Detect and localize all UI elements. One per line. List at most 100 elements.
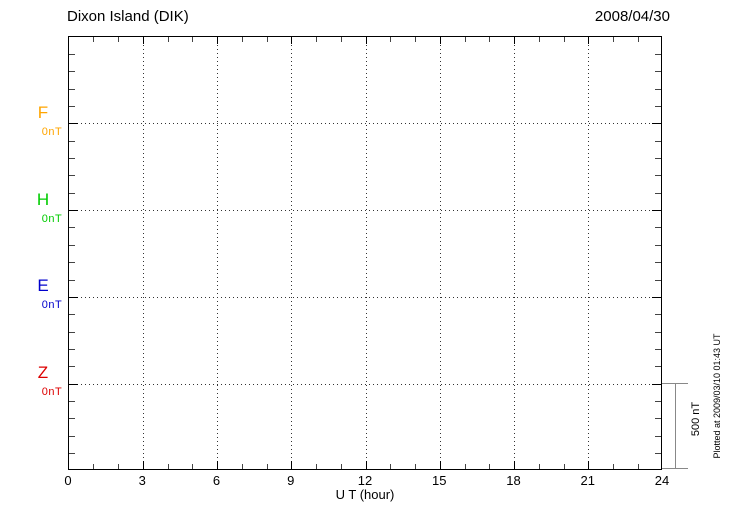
observation-date: 2008/04/30 — [594, 8, 670, 25]
left-axis-tick-1300nT — [69, 262, 75, 264]
scale-bar-line — [675, 383, 676, 469]
top-axis-tick-6h — [217, 37, 218, 44]
bottom-axis-tick-18h — [514, 461, 515, 469]
right-axis-tick-1300nT — [655, 262, 661, 264]
right-axis-tick-1000nT — [652, 210, 661, 212]
left-axis-tick-400nT — [69, 105, 75, 107]
baseline-gridline-E — [69, 296, 661, 298]
left-axis-tick-2200nT — [69, 418, 75, 420]
top-axis-tick-4h — [167, 37, 169, 42]
gridline-vertical-6h — [217, 37, 218, 469]
series-label-H: H — [36, 189, 50, 209]
gridline-vertical-12h — [365, 37, 367, 469]
top-axis-tick-5h — [192, 37, 194, 42]
bottom-axis-tick-2h — [118, 464, 119, 469]
left-axis-tick-1000nT — [69, 210, 78, 212]
scale-bar-bottom-cap — [662, 468, 688, 469]
series-baseline-label-F: 0nT — [41, 125, 63, 138]
baseline-gridline-H — [69, 210, 661, 212]
top-axis-tick-21h — [588, 37, 590, 44]
bottom-axis-tick-15h — [439, 461, 441, 469]
bottom-axis-tick-19h — [538, 464, 540, 469]
right-axis-tick-1400nT — [655, 279, 661, 281]
bottom-axis-tick-17h — [489, 464, 491, 469]
x-axis-title: U T (hour) — [335, 487, 395, 502]
x-tick-label-18: 18 — [506, 473, 521, 488]
series-baseline-label-H: 0nT — [41, 212, 63, 225]
bottom-axis-tick-13h — [390, 464, 392, 469]
top-axis-tick-19h — [538, 37, 540, 42]
right-axis-tick-2100nT — [655, 401, 661, 403]
right-axis-tick-300nT — [655, 88, 661, 90]
scale-bar-label: 500 nT — [690, 401, 702, 437]
left-axis-tick-900nT — [69, 192, 75, 194]
left-axis-tick-1100nT — [69, 227, 75, 229]
bottom-axis-tick-10h — [316, 464, 317, 469]
left-axis-tick-200nT — [69, 71, 75, 73]
right-axis-tick-2400nT — [655, 453, 661, 455]
bottom-axis-tick-6h — [217, 461, 218, 469]
x-tick-label-12: 12 — [357, 473, 373, 488]
left-axis-tick-1200nT — [69, 244, 75, 246]
series-label-F: F — [37, 102, 49, 122]
right-axis-tick-400nT — [655, 105, 661, 107]
series-label-Z: Z — [37, 363, 49, 383]
gridline-vertical-21h — [588, 37, 590, 469]
left-axis-tick-500nT — [69, 123, 78, 125]
plot-frame — [68, 36, 662, 470]
top-axis-tick-20h — [563, 37, 565, 42]
right-axis-tick-1800nT — [655, 348, 661, 350]
bottom-axis-tick-16h — [464, 464, 466, 469]
bottom-axis-tick-11h — [340, 464, 342, 469]
gridline-vertical-3h — [142, 37, 144, 469]
top-axis-tick-3h — [142, 37, 144, 44]
top-axis-tick-2h — [118, 37, 119, 42]
left-axis-tick-600nT — [69, 140, 75, 142]
right-axis-tick-200nT — [655, 71, 661, 73]
left-axis-tick-1600nT — [69, 314, 75, 316]
top-axis-tick-10h — [316, 37, 317, 42]
x-tick-label-15: 15 — [432, 473, 447, 488]
left-axis-tick-700nT — [69, 158, 75, 160]
series-label-E: E — [37, 276, 49, 296]
right-axis-tick-2000nT — [652, 383, 661, 385]
right-axis-tick-2300nT — [655, 435, 661, 437]
bottom-axis-tick-22h — [613, 464, 614, 469]
baseline-gridline-Z — [69, 383, 661, 385]
top-axis-tick-11h — [340, 37, 342, 42]
top-axis-tick-22h — [613, 37, 614, 42]
x-tick-label-21: 21 — [580, 473, 595, 488]
bottom-axis-tick-21h — [588, 461, 590, 469]
bottom-axis-tick-9h — [291, 461, 293, 469]
bottom-axis-tick-7h — [241, 464, 243, 469]
top-axis-tick-12h — [365, 37, 367, 44]
gridline-vertical-15h — [439, 37, 441, 469]
left-axis-tick-800nT — [69, 175, 75, 177]
top-axis-tick-8h — [266, 37, 268, 42]
station-title: Dixon Island (DIK) — [67, 8, 189, 25]
left-axis-tick-1500nT — [69, 296, 78, 298]
right-axis-tick-800nT — [655, 175, 661, 177]
scale-bar-top-cap — [662, 383, 688, 384]
x-tick-label-24: 24 — [654, 473, 670, 488]
plotted-at-timestamp: Plotted at 2009/03/10 01:43 UT — [712, 333, 722, 459]
left-axis-tick-1900nT — [69, 366, 75, 368]
right-axis-tick-600nT — [655, 140, 661, 142]
left-axis-tick-1700nT — [69, 331, 75, 333]
x-tick-label-9: 9 — [287, 473, 295, 488]
left-axis-tick-1800nT — [69, 348, 75, 350]
bottom-axis-tick-14h — [415, 464, 416, 469]
left-axis-tick-2100nT — [69, 401, 75, 403]
left-axis-tick-1400nT — [69, 279, 75, 281]
top-axis-tick-9h — [291, 37, 293, 44]
gridline-vertical-18h — [514, 37, 515, 469]
bottom-axis-tick-1h — [93, 464, 95, 469]
right-axis-tick-1200nT — [655, 244, 661, 246]
top-axis-tick-15h — [439, 37, 441, 44]
right-axis-tick-1900nT — [655, 366, 661, 368]
right-axis-tick-1600nT — [655, 314, 661, 316]
baseline-gridline-F — [69, 123, 661, 125]
bottom-axis-tick-4h — [167, 464, 169, 469]
series-baseline-label-E: 0nT — [41, 299, 63, 312]
